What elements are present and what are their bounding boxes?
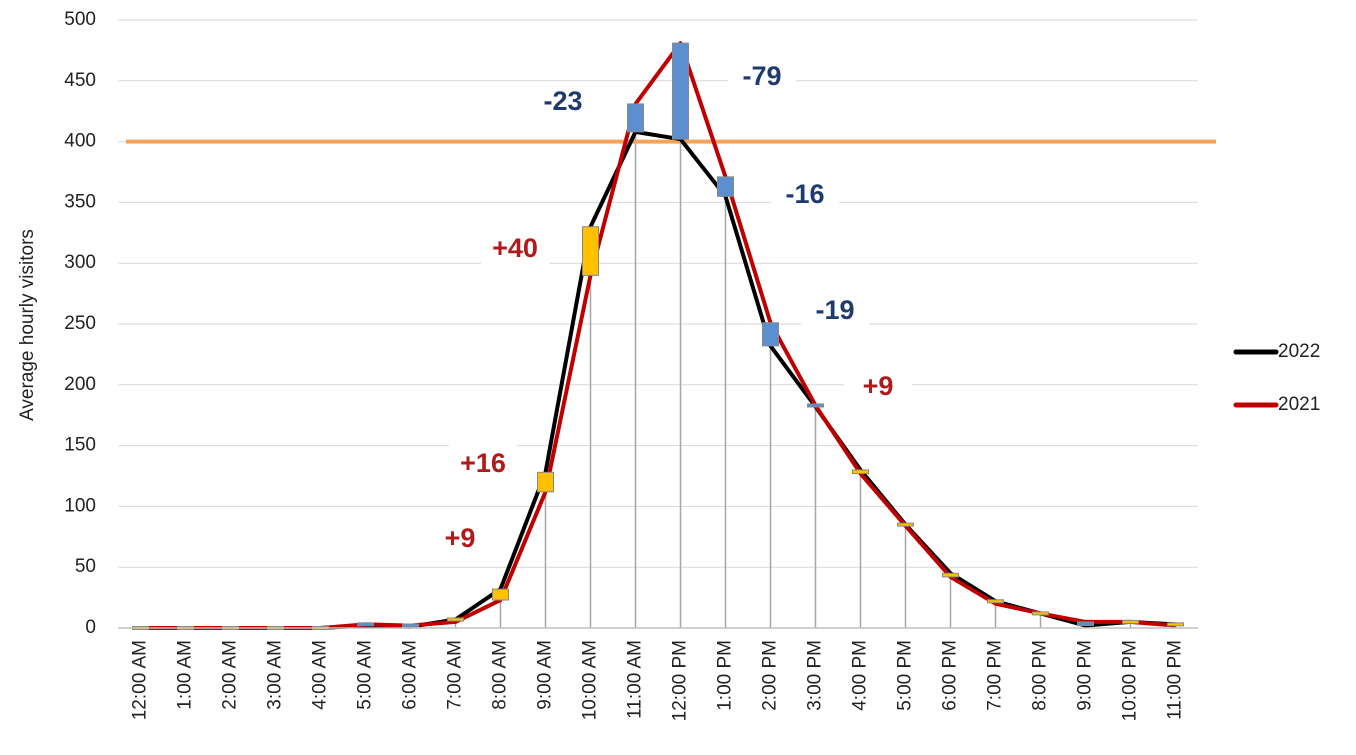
x-tick-label: 6:00 AM <box>400 640 421 710</box>
x-tick-label: 11:00 AM <box>625 640 646 719</box>
annotation: +9 <box>445 523 476 553</box>
y-tick-label: 100 <box>64 495 96 516</box>
x-tick-label: 4:00 PM <box>850 640 871 711</box>
up-down-bar <box>627 103 644 133</box>
annotation: -79 <box>742 61 781 91</box>
series-line <box>140 41 1176 630</box>
x-tick-label: 10:00 PM <box>1120 640 1141 721</box>
y-tick-label: 500 <box>64 9 96 30</box>
up-down-bar <box>897 522 914 527</box>
x-tick-label: 11:00 PM <box>1165 640 1186 720</box>
y-axis-label: Average hourly visitors <box>17 229 38 421</box>
x-tick-label: 3:00 PM <box>805 640 826 711</box>
annotation: +9 <box>863 371 894 401</box>
y-tick-label: 400 <box>64 131 96 152</box>
y-tick-label: 300 <box>64 252 96 273</box>
annotation: +16 <box>460 448 506 478</box>
annotation: +40 <box>492 233 538 263</box>
series-line <box>140 129 1176 630</box>
up-down-bar <box>672 42 689 140</box>
annotation-bg <box>426 520 494 560</box>
up-down-bar <box>852 469 869 475</box>
x-tick-label: 6:00 PM <box>940 640 961 711</box>
x-tick-label: 1:00 PM <box>715 640 736 711</box>
up-down-bar <box>582 226 599 276</box>
x-tick-label: 1:00 AM <box>175 640 196 710</box>
x-tick-label: 5:00 AM <box>355 640 376 710</box>
y-tick-label: 250 <box>64 313 96 334</box>
y-tick-label: 50 <box>75 556 96 577</box>
x-tick-label: 7:00 AM <box>445 640 466 710</box>
annotation: -23 <box>543 86 582 116</box>
y-tick-label: 0 <box>85 617 96 638</box>
x-tick-label: 3:00 AM <box>265 640 286 710</box>
x-tick-label: 10:00 AM <box>580 640 601 720</box>
up-down-bar <box>807 403 824 408</box>
up-down-bar <box>762 322 779 347</box>
x-tick-label: 7:00 PM <box>985 640 1006 711</box>
up-down-bar <box>1167 622 1184 627</box>
x-tick-label: 2:00 AM <box>220 640 241 710</box>
x-tick-label: 5:00 PM <box>895 640 916 711</box>
x-tick-label: 9:00 AM <box>535 640 556 710</box>
x-tick-label: 12:00 AM <box>130 640 151 720</box>
y-tick-label: 350 <box>64 191 96 212</box>
x-tick-label: 2:00 PM <box>760 640 781 711</box>
up-down-bar <box>537 471 554 493</box>
annotation-bg <box>481 230 549 270</box>
annotation-bg <box>801 292 869 332</box>
annotation: -19 <box>815 295 854 325</box>
annotation-bg <box>844 368 912 408</box>
up-down-bar <box>987 599 1004 604</box>
annotation-bg <box>771 176 839 216</box>
y-tick-label: 450 <box>64 70 96 91</box>
x-tick-label: 8:00 AM <box>490 640 511 710</box>
y-tick-label: 150 <box>64 435 96 456</box>
up-down-bar <box>492 588 509 601</box>
annotation-bg <box>529 83 597 123</box>
annotation-bg <box>728 58 796 98</box>
up-down-bar <box>1032 611 1049 616</box>
x-tick-label: 4:00 AM <box>310 640 331 710</box>
legend-label: 2021 <box>1278 394 1320 415</box>
legend-label: 2022 <box>1278 341 1320 362</box>
up-down-bar <box>1122 619 1139 624</box>
up-down-bar <box>1077 621 1094 627</box>
x-tick-label: 8:00 PM <box>1030 640 1051 711</box>
up-down-bar <box>357 622 374 627</box>
up-down-bar <box>402 623 419 628</box>
up-down-bar <box>447 617 464 622</box>
annotation-bg <box>449 445 517 485</box>
x-tick-label: 12:00 PM <box>670 640 691 721</box>
x-tick-label: 9:00 PM <box>1075 640 1096 711</box>
up-down-bar <box>717 176 734 197</box>
y-tick-label: 200 <box>64 374 96 395</box>
up-down-bar <box>942 572 959 578</box>
annotation: -16 <box>785 179 824 209</box>
